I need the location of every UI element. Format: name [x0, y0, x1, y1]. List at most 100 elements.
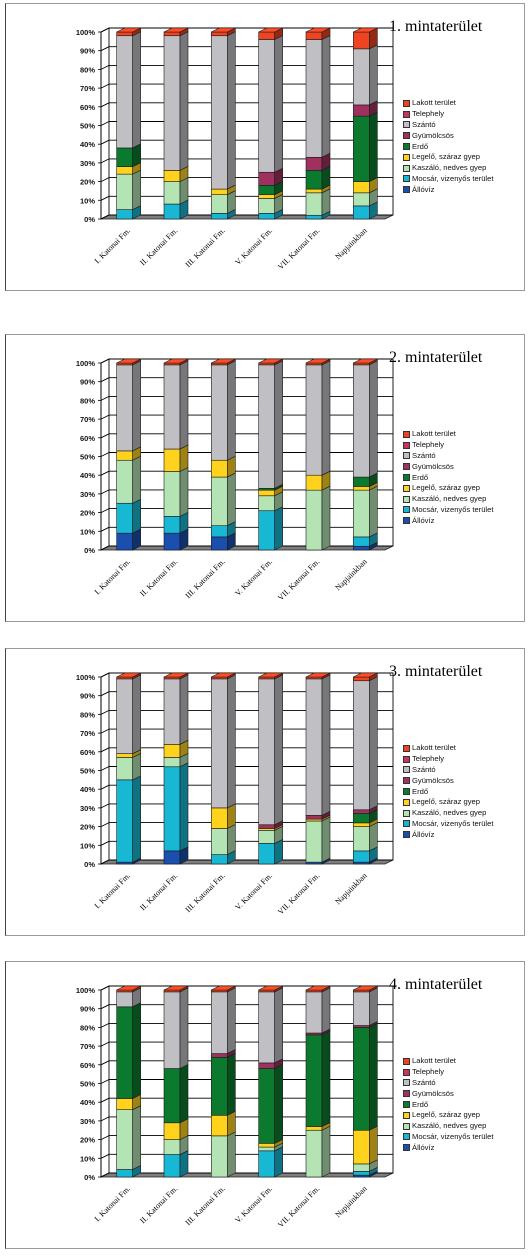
- x-tick-label: V. Katonai Fm.: [233, 1184, 274, 1225]
- bar-segment: [211, 991, 228, 1054]
- bar-segment-side: [321, 987, 331, 1034]
- x-tick-label: Napjainkban: [333, 557, 368, 592]
- bar-segment: [258, 364, 275, 489]
- bar-segment: [305, 364, 323, 476]
- legend-swatch: [403, 777, 410, 785]
- legend-swatch: [403, 132, 410, 140]
- gridline-diagonal: [100, 395, 110, 401]
- bar-segment: [305, 991, 323, 1034]
- bar-segment-side: [179, 987, 189, 1070]
- bar-segment-side: [132, 360, 141, 452]
- legend-swatch: [403, 788, 410, 796]
- bar-segment: [305, 192, 323, 216]
- legend-item: Szántó: [403, 451, 527, 462]
- bar-segment: [353, 192, 370, 207]
- bar-segment-side: [132, 498, 141, 534]
- bar-top: [163, 672, 189, 678]
- bar-segment: [211, 1053, 228, 1058]
- bar-segment: [258, 185, 275, 195]
- y-tick-label: 100%: [76, 673, 96, 682]
- bar-segment-side: [179, 31, 189, 171]
- x-tick-label: Napjainkban: [333, 226, 368, 261]
- y-tick-label: 20%: [80, 1136, 95, 1145]
- chart-legend: Lakott terület Telephely Szántó Gyümölcsös E…: [403, 1056, 527, 1153]
- legend-item: Mocsár, vizenyős terület: [403, 819, 527, 830]
- y-tick-label: 20%: [80, 509, 95, 518]
- bar-segment: [305, 1126, 323, 1131]
- bar-segment: [116, 753, 133, 758]
- bar-segment-side: [369, 1125, 378, 1165]
- bar-top: [305, 27, 331, 33]
- x-tick-label: V. Katonai Fm.: [233, 871, 274, 912]
- bar-segment-side: [227, 1052, 236, 1116]
- bar-segment: [163, 532, 181, 551]
- bar-top: [116, 672, 141, 678]
- y-tick-label: 0%: [84, 860, 95, 869]
- y-tick-label: 90%: [80, 692, 95, 701]
- bar-segment: [163, 1154, 181, 1178]
- bar-segment: [211, 1057, 228, 1116]
- legend-item: Lakott terület: [403, 429, 527, 440]
- bar-top: [211, 358, 236, 364]
- bar-segment: [258, 213, 275, 220]
- x-tick-label: II. Katonai Fm.: [138, 1184, 179, 1225]
- legend-swatch: [403, 1111, 410, 1119]
- gridline-diagonal: [100, 803, 110, 809]
- y-tick-label: 80%: [80, 396, 95, 405]
- legend-item: Mocsár, vizenyős terület: [403, 1132, 527, 1143]
- bar-segment: [163, 850, 181, 865]
- legend-swatch: [403, 517, 410, 525]
- bar-segment: [353, 536, 370, 547]
- bar-segment-side: [132, 674, 141, 755]
- bar-segment: [163, 471, 181, 517]
- legend-label: Erdő: [412, 472, 429, 482]
- bar-segment-side: [179, 1064, 189, 1124]
- legend-item: Legelő, száraz gyep: [403, 483, 527, 494]
- bar-segment-side: [227, 472, 236, 527]
- x-tick-label: I. Katonai Fm.: [93, 226, 132, 265]
- legend-item: Szántó: [403, 765, 527, 776]
- legend-swatch: [403, 798, 410, 806]
- legend-item: Erdő: [403, 786, 527, 797]
- legend-label: Telephely: [412, 754, 445, 764]
- legend-label: Állóvíz: [412, 1142, 435, 1152]
- legend-label: Gyümölcsös: [412, 1088, 454, 1098]
- legend-item: Lakott terület: [403, 743, 527, 754]
- y-tick-label: 20%: [80, 823, 95, 832]
- chart-panel: 0% 10% 20% 30% 40% 50% 60% 70% 80% 90% 100% I. Kato…: [5, 961, 525, 1249]
- bar-segment: [258, 1150, 275, 1178]
- legend-swatch: [403, 463, 410, 471]
- legend-swatch: [403, 831, 410, 839]
- legend-item: Szántó: [403, 120, 527, 131]
- y-tick-label: 40%: [80, 785, 95, 794]
- y-tick-label: 40%: [80, 140, 95, 149]
- bar-segment-side: [369, 485, 378, 538]
- bar-segment-side: [369, 111, 378, 183]
- bar-segment-side: [321, 1030, 331, 1127]
- legend-label: Mocsár, vizenyős terület: [412, 1131, 494, 1141]
- x-tick-label: V. Katonai Fm.: [233, 226, 274, 267]
- legend-item: Erdő: [403, 141, 527, 152]
- bar-segment-side: [321, 816, 331, 863]
- bar-segment: [353, 1129, 370, 1165]
- legend-swatch: [403, 452, 410, 460]
- gridline-diagonal: [100, 985, 110, 991]
- bar-top: [163, 985, 189, 991]
- x-tick-label: I. Katonai Fm.: [93, 871, 132, 910]
- gridline-diagonal: [100, 121, 110, 126]
- bar-segment: [163, 35, 181, 171]
- legend-swatch: [403, 1068, 410, 1076]
- bar-segment: [258, 194, 275, 199]
- gridline-diagonal: [100, 102, 110, 108]
- bar-segment-side: [321, 1125, 331, 1178]
- legend-swatch: [403, 809, 410, 817]
- gridline-diagonal: [100, 452, 110, 457]
- bar-segment: [353, 1171, 370, 1176]
- bar-segment: [353, 1163, 370, 1172]
- legend-item: Kaszáló, nedves gyep: [403, 1121, 527, 1132]
- legend-item: Lakott terület: [403, 1056, 527, 1067]
- x-tick-label: VII. Katonai Fm.: [276, 226, 321, 271]
- legend-label: Állóvíz: [412, 184, 435, 194]
- x-tick-label: III. Katonai Fm.: [184, 226, 227, 269]
- bar-segment: [258, 991, 275, 1064]
